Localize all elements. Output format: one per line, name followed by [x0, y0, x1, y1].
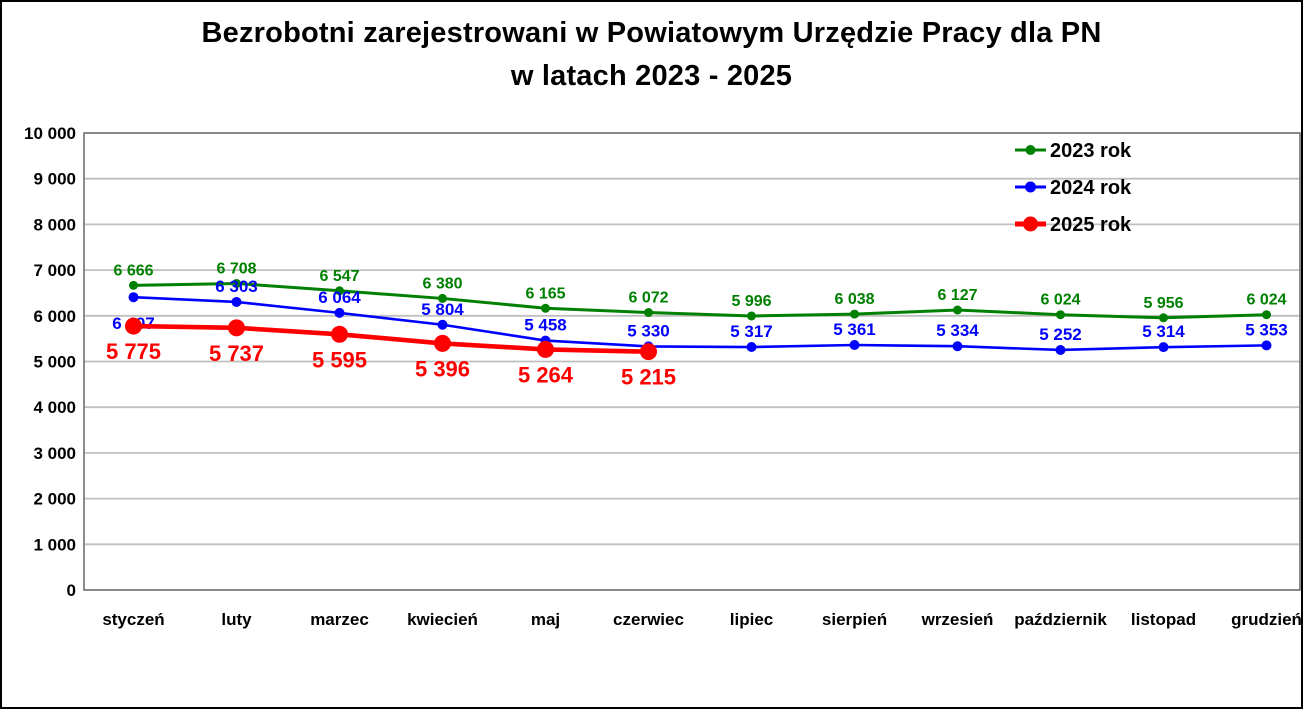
x-axis-month-label: grudzień — [1231, 610, 1302, 629]
series-line-2023-rok — [133, 281, 1267, 320]
y-axis-tick-label: 1 000 — [33, 535, 76, 554]
data-point-marker — [437, 319, 448, 330]
data-point-label: 6 165 — [525, 285, 565, 302]
y-axis-tick-label: 6 000 — [33, 307, 76, 326]
data-point-label: 6 127 — [937, 287, 977, 304]
data-point-label: 5 330 — [627, 321, 670, 340]
x-axis-month-label: październik — [1014, 610, 1107, 629]
x-axis-month-label: styczeń — [102, 610, 164, 629]
x-axis-month-label: marzec — [310, 610, 369, 629]
y-axis-tick-label: 4 000 — [33, 398, 76, 417]
legend-label: 2023 rok — [1050, 140, 1132, 162]
data-point-label: 6 708 — [216, 260, 256, 277]
data-point-label: 5 996 — [731, 293, 771, 310]
data-point-marker — [1158, 342, 1169, 353]
data-point-marker — [335, 286, 344, 296]
legend-marker-dot-2023-rok — [1025, 145, 1036, 155]
data-point-marker — [746, 342, 757, 353]
data-point-marker — [434, 334, 451, 352]
legend-marker-dot-2024-rok — [1025, 181, 1036, 193]
data-point-marker — [640, 343, 657, 361]
data-point-label: 6 547 — [319, 268, 359, 285]
y-axis-tick-label: 8 000 — [33, 215, 76, 234]
series-line-2024-rok — [133, 295, 1267, 352]
data-point-marker — [541, 303, 550, 313]
data-point-label: 5 396 — [415, 356, 470, 381]
plot-area-border — [83, 132, 1301, 591]
data-point-marker — [953, 305, 962, 315]
data-point-marker — [125, 317, 142, 335]
data-point-marker — [1261, 340, 1272, 351]
chart-title: Bezrobotni zarejestrowani w Powiatowym U… — [2, 12, 1301, 98]
data-point-label: 6 303 — [215, 277, 258, 296]
x-axis-month-label: listopad — [1131, 610, 1196, 629]
data-point-marker — [1262, 310, 1271, 320]
data-point-label: 6 064 — [318, 288, 361, 307]
data-point-label: 5 334 — [936, 321, 979, 340]
data-point-marker — [952, 341, 963, 352]
data-point-label: 5 775 — [106, 339, 161, 364]
x-axis-month-label: wrzesień — [921, 610, 994, 629]
data-point-label: 5 956 — [1143, 295, 1183, 312]
data-point-label: 5 252 — [1039, 325, 1082, 344]
legend-label: 2024 rok — [1050, 177, 1132, 199]
chart-title-line2: w latach 2023 - 2025 — [510, 60, 793, 92]
data-point-marker — [849, 340, 860, 351]
data-point-label: 5 595 — [312, 347, 367, 372]
y-axis-tick-label: 10 000 — [24, 124, 76, 143]
y-axis-tick-label: 7 000 — [33, 261, 76, 280]
data-point-marker — [438, 293, 447, 303]
data-point-label: 5 804 — [421, 300, 464, 319]
data-point-marker — [334, 307, 345, 318]
data-point-label: 5 314 — [1142, 322, 1185, 341]
data-point-label: 6 024 — [1040, 292, 1080, 309]
data-point-marker — [1159, 313, 1168, 323]
x-axis-month-label: lipiec — [730, 610, 773, 629]
x-axis-month-label: kwiecień — [407, 610, 478, 629]
data-point-label: 5 317 — [730, 322, 773, 341]
y-axis-tick-label: 0 — [67, 581, 76, 600]
data-point-label: 5 458 — [524, 316, 567, 335]
x-axis-month-label: sierpień — [822, 610, 887, 629]
series-line-2025-rok — [133, 323, 649, 354]
x-axis-month-label: czerwiec — [613, 610, 684, 629]
data-point-label: 6 072 — [628, 290, 668, 307]
data-point-marker — [537, 340, 554, 358]
legend-marker-dot-2025-rok — [1023, 216, 1038, 232]
data-point-marker — [128, 292, 139, 303]
data-point-marker — [331, 325, 348, 343]
data-point-marker — [129, 280, 138, 290]
data-point-label: 5 361 — [833, 320, 876, 339]
data-point-label: 6 038 — [834, 291, 874, 308]
data-point-label: 5 353 — [1245, 320, 1288, 339]
data-point-label: 6 380 — [422, 275, 462, 292]
chart-title-line1: Bezrobotni zarejestrowani w Powiatowym U… — [201, 17, 1102, 49]
data-point-marker — [231, 296, 242, 307]
data-point-marker — [1055, 344, 1066, 355]
legend-label: 2025 rok — [1050, 214, 1132, 236]
data-point-marker — [747, 311, 756, 321]
y-axis-tick-label: 5 000 — [33, 353, 76, 372]
y-axis-tick-label: 2 000 — [33, 490, 76, 509]
data-point-marker — [228, 319, 245, 337]
y-axis-tick-label: 9 000 — [33, 170, 76, 189]
x-axis-month-label: maj — [531, 610, 560, 629]
data-point-marker — [1056, 310, 1065, 320]
data-point-label: 6 024 — [1246, 292, 1286, 309]
data-point-marker — [232, 278, 241, 288]
data-point-label: 5 215 — [621, 365, 676, 390]
data-point-marker — [850, 309, 859, 319]
data-point-marker — [644, 308, 653, 318]
y-axis-tick-label: 3 000 — [33, 444, 76, 463]
data-point-label: 6 666 — [113, 262, 153, 279]
data-point-label: 5 737 — [209, 341, 264, 366]
x-axis-month-label: luty — [221, 610, 252, 629]
data-point-label: 5 264 — [518, 362, 574, 387]
